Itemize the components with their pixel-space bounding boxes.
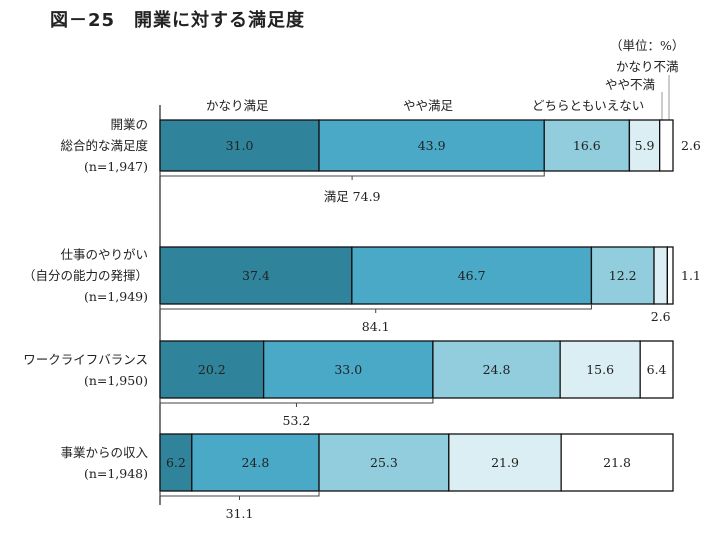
bar-segment: [191, 433, 320, 492]
category-label-line: (n=1,950): [83, 372, 148, 388]
bar-segment: [159, 433, 193, 492]
satisfied-bracket: [159, 304, 592, 310]
satisfied-total-label: 84.1: [361, 319, 390, 334]
satisfied-bracket: [159, 398, 434, 404]
legend-label-somewhat-dissatisfied: やや不満: [605, 77, 656, 92]
unit-label: （単位：%）: [610, 38, 685, 53]
category-label-line: 仕事のやりがい: [60, 247, 148, 262]
bar-segment: [590, 246, 655, 305]
bar-segment: [318, 433, 450, 492]
category-label-line: (n=1,949): [83, 289, 148, 304]
bar-segment: [653, 246, 669, 305]
satisfied-total-label: 満足 74.9: [323, 189, 381, 204]
satisfied-bracket: [159, 491, 320, 497]
bar-segment: [628, 119, 661, 172]
data-label: 5.9: [634, 137, 655, 153]
data-label: 1.1: [681, 267, 701, 283]
data-label: 21.8: [603, 454, 631, 470]
data-label: 6.2: [165, 454, 186, 470]
data-label: 2.6: [681, 137, 701, 153]
category-label-line: 総合的な満足度: [60, 138, 148, 153]
bar-segment: [659, 119, 674, 172]
data-label: 46.7: [457, 267, 486, 283]
data-label: 31.0: [225, 137, 254, 153]
bar-segment: [560, 433, 674, 492]
data-label: 2.6: [650, 309, 671, 324]
data-label: 33.0: [334, 361, 363, 377]
category-label-line: ワークライフバランス: [23, 351, 148, 367]
satisfied-total-label: 31.1: [225, 506, 254, 521]
legend-label-somewhat-satisfied: やや満足: [403, 98, 454, 113]
satisfied-bracket: [159, 171, 545, 177]
legend-label-very-satisfied: かなり満足: [206, 98, 269, 113]
legend-label-very-dissatisfied: かなり不満: [616, 59, 679, 74]
data-label: 43.9: [417, 137, 446, 153]
bar-segment: [639, 340, 674, 399]
category-label: 仕事のやりがい （自分の能力の発揮） (n=1,949): [23, 244, 148, 307]
data-label: 24.8: [241, 454, 270, 470]
data-label: 6.4: [646, 361, 667, 377]
category-label-line: 事業からの収入: [60, 444, 148, 460]
data-label: 24.8: [482, 361, 511, 377]
category-label-line: (n=1,948): [83, 465, 148, 481]
bar-segment: [318, 119, 545, 172]
data-label: 25.3: [370, 454, 398, 470]
category-label: 事業からの収入 (n=1,948): [60, 442, 148, 484]
data-label: 20.2: [197, 361, 226, 377]
satisfied-total-label: 53.2: [282, 413, 311, 428]
bar-segment: [159, 246, 353, 305]
bar-segment: [543, 119, 631, 172]
data-label: 16.6: [572, 137, 601, 153]
category-label-line: 開業の: [110, 117, 148, 132]
bar-segment: [432, 340, 561, 399]
bar-segment: [666, 246, 674, 305]
legend-label-neutral: どちらともいえない: [532, 98, 645, 113]
bar-segment: [262, 340, 434, 399]
category-label: ワークライフバランス (n=1,950): [23, 349, 148, 391]
data-label: 21.9: [491, 454, 519, 470]
data-label: 12.2: [608, 267, 637, 283]
bar-segment: [559, 340, 641, 399]
bar-segment: [448, 433, 562, 492]
data-label: 37.4: [242, 267, 270, 283]
category-label-line: (n=1,947): [83, 159, 148, 174]
data-label: 15.6: [586, 361, 615, 377]
category-label-line: （自分の能力の発揮）: [22, 268, 148, 283]
chart-title: 図－25 開業に対する満足度: [50, 10, 306, 31]
category-label: 開業の総合的な満足度 (n=1,947): [60, 114, 148, 177]
